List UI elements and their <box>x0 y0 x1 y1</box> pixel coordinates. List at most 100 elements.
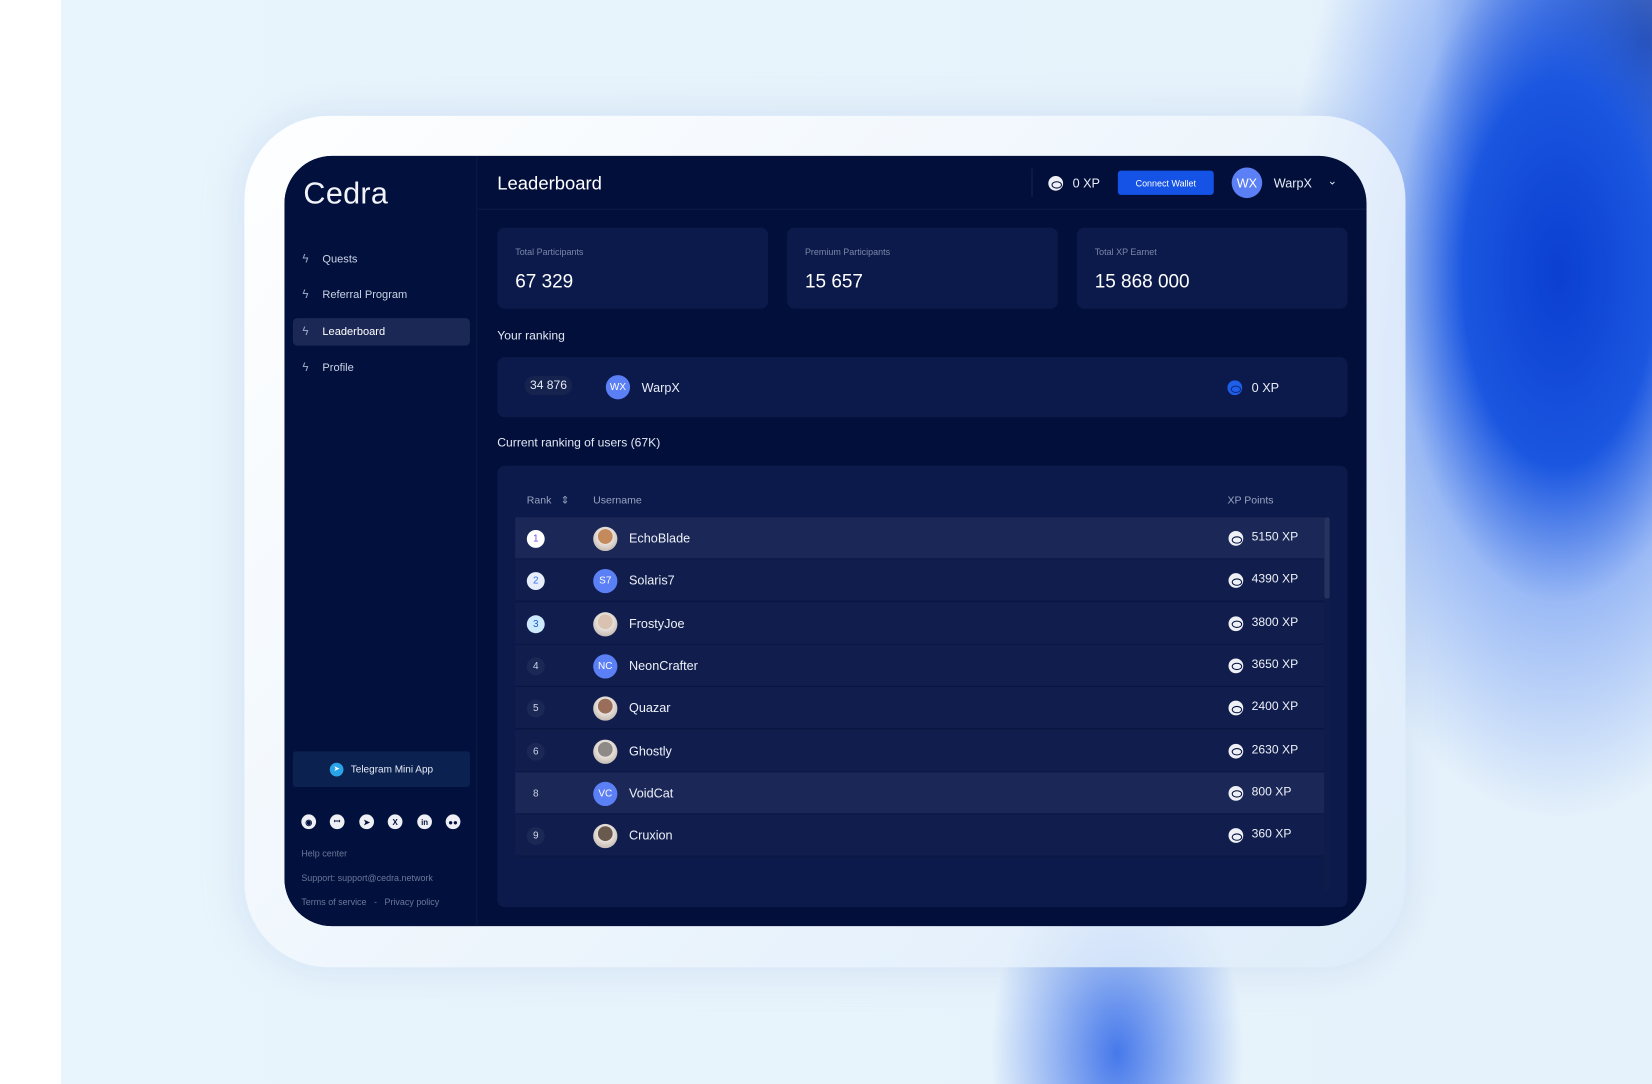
xp-coin-icon <box>1228 615 1244 631</box>
xp-coin-icon <box>1228 700 1244 716</box>
bolt-icon: ϟ <box>302 252 309 266</box>
rank-badge: 6 <box>526 742 545 761</box>
ranking-xp: 0 XP <box>1251 380 1280 396</box>
scrollbar-track[interactable] <box>1324 517 1330 891</box>
stat-value: 67 329 <box>515 270 574 292</box>
your-ranking-title: Your ranking <box>497 329 565 343</box>
username[interactable]: EchoBlade <box>628 531 691 546</box>
github-icon[interactable]: ◉ <box>301 814 317 830</box>
telegram-icon[interactable]: ➤ <box>359 814 375 830</box>
privacy-link[interactable]: Privacy policy <box>384 896 440 908</box>
bolt-icon: ϟ <box>302 325 309 339</box>
xp-coin-icon <box>1228 573 1244 589</box>
support-email[interactable]: Support: support@cedra.network <box>301 872 433 883</box>
username[interactable]: NeonCrafter <box>628 658 698 674</box>
user-avatar: NC <box>593 654 618 679</box>
stat-value: 15 657 <box>804 270 863 292</box>
column-label: Rank <box>526 495 552 507</box>
column-header-username: Username <box>593 495 642 507</box>
user-avatar <box>593 611 618 636</box>
main-content: Leaderboard 0 XP Connect Wallet WX WarpX… <box>477 156 1367 926</box>
user-avatar <box>593 739 618 764</box>
username[interactable]: VoidCat <box>628 785 674 801</box>
avatar: WX <box>605 375 631 400</box>
user-avatar: S7 <box>593 569 618 594</box>
rank-badge: 2 <box>526 572 545 591</box>
stat-label: Premium Participants <box>804 246 891 258</box>
xp-points: 5150 XP <box>1251 531 1299 544</box>
sidebar-item-profile[interactable]: ϟ Profile <box>293 354 470 381</box>
table-row[interactable]: 5 Quazar 2400 XP <box>515 687 1325 730</box>
stat-card-premium-participants: Premium Participants 15 657 <box>787 227 1058 309</box>
rank-badge: 3 <box>526 614 545 633</box>
username[interactable]: Ghostly <box>628 743 672 759</box>
medium-icon[interactable]: ●● <box>445 814 461 830</box>
table-row[interactable]: 8 VC VoidCat 800 XP <box>515 772 1325 815</box>
legal-links: Terms of service - Privacy policy <box>301 897 439 908</box>
telegram-icon: ➤ <box>329 762 344 776</box>
x-icon[interactable]: X <box>387 814 403 830</box>
username: WarpX <box>641 380 680 396</box>
app-window: Cedra ϟ Quests ϟ Referral Program ϟ Leaderb… <box>284 155 1367 927</box>
table-title: Current ranking of users (67K) <box>497 437 661 450</box>
user-avatar <box>593 824 618 849</box>
logo: Cedra <box>303 177 389 211</box>
username[interactable]: FrostyJoe <box>628 615 685 631</box>
sort-icon[interactable]: ⇕ <box>560 495 570 507</box>
help-center-link[interactable]: Help center <box>301 848 348 859</box>
header-xp: 0 XP <box>1072 175 1100 191</box>
table-row[interactable]: 9 Cruxion 360 XP <box>515 814 1325 857</box>
sidebar: Cedra ϟ Quests ϟ Referral Program ϟ Leaderb… <box>284 155 478 927</box>
rank-badge: 9 <box>526 827 545 846</box>
rank-badge: 1 <box>526 529 545 548</box>
discord-icon[interactable]: ꟷ <box>329 814 345 830</box>
rank-badge: 4 <box>526 657 545 676</box>
xp-coin-icon <box>1048 175 1064 191</box>
table-row[interactable]: 4 NC NeonCrafter 3650 XP <box>515 644 1325 687</box>
nav-label: Quests <box>322 252 358 266</box>
your-ranking-card: 34 876 WX WarpX 0 XP <box>497 357 1348 418</box>
xp-points: 3800 XP <box>1251 615 1299 629</box>
xp-coin-icon <box>1228 785 1244 801</box>
stat-card-total-participants: Total Participants 67 329 <box>497 227 769 309</box>
xp-coin-icon <box>1228 743 1244 759</box>
telegram-mini-app-button[interactable]: ➤ Telegram Mini App <box>292 751 470 788</box>
table-row[interactable]: 1 EchoBlade 5150 XP <box>515 517 1325 560</box>
page-title: Leaderboard <box>497 172 602 194</box>
stat-card-total-xp: Total XP Earnet 15 868 000 <box>1076 227 1348 309</box>
connect-wallet-button[interactable]: Connect Wallet <box>1117 170 1214 195</box>
stat-value: 15 868 000 <box>1094 270 1190 292</box>
separator: - <box>373 896 377 908</box>
xp-points: 2630 XP <box>1251 743 1299 756</box>
xp-coin-icon <box>1228 531 1244 546</box>
sidebar-item-quests[interactable]: ϟ Quests <box>293 245 470 272</box>
avatar[interactable]: WX <box>1231 167 1263 199</box>
leaderboard-table: Rank ⇕ Username XP Points 1 EchoBlade 51… <box>497 465 1348 908</box>
telegram-label: Telegram Mini App <box>350 763 434 775</box>
header-username[interactable]: WarpX <box>1273 175 1312 191</box>
column-header-rank[interactable]: Rank ⇕ <box>527 495 570 507</box>
user-avatar: VC <box>593 781 618 806</box>
terms-link[interactable]: Terms of service <box>301 896 367 908</box>
table-row[interactable]: 2 S7 Solaris7 4390 XP <box>515 559 1325 602</box>
sidebar-item-referral[interactable]: ϟ Referral Program <box>293 281 470 308</box>
xp-points: 4390 XP <box>1251 573 1299 587</box>
rank-badge: 5 <box>526 699 545 718</box>
header: Leaderboard 0 XP Connect Wallet WX WarpX… <box>477 156 1367 210</box>
rank-pill: 34 876 <box>524 376 573 396</box>
username[interactable]: Cruxion <box>628 828 673 843</box>
table-row[interactable]: 3 FrostyJoe 3800 XP <box>515 602 1325 645</box>
xp-coin-icon <box>1227 380 1243 396</box>
stat-label: Total XP Earnet <box>1094 246 1157 258</box>
divider <box>1031 168 1033 198</box>
sidebar-item-leaderboard[interactable]: ϟ Leaderboard <box>292 318 470 346</box>
table-row[interactable]: 6 Ghostly 2630 XP <box>515 729 1325 772</box>
linkedin-icon[interactable]: in <box>417 814 432 830</box>
username[interactable]: Solaris7 <box>628 573 675 589</box>
chevron-down-icon[interactable]: ⌄ <box>1327 174 1338 188</box>
nav-label: Profile <box>322 361 354 375</box>
bolt-icon: ϟ <box>302 288 309 302</box>
username[interactable]: Quazar <box>628 700 671 716</box>
scrollbar-thumb[interactable] <box>1324 517 1330 599</box>
xp-points: 3650 XP <box>1251 658 1299 672</box>
